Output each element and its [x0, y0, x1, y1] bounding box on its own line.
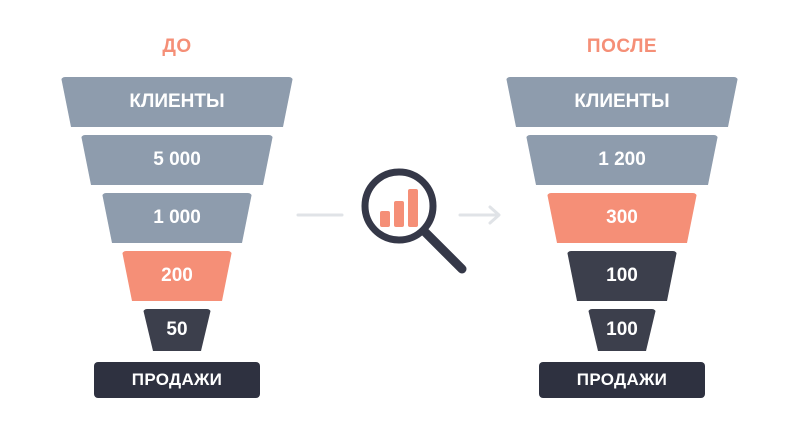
after-level-5: 100: [588, 309, 656, 351]
before-sales-bar: ПРОДАЖИ: [94, 362, 260, 398]
after-level-4: 100: [567, 251, 677, 301]
connector-line: [296, 213, 344, 217]
before-level-clients: КЛИЕНТЫ: [61, 77, 293, 127]
before-level-4: 200: [122, 251, 232, 301]
arrow-right-icon: [458, 205, 501, 225]
after-heading: ПОСЛЕ: [586, 36, 658, 57]
after-sales-bar: ПРОДАЖИ: [539, 362, 705, 398]
before-level-3: 1 000: [102, 193, 252, 243]
after-level-3: 300: [547, 193, 697, 243]
after-level-2: 1 200: [526, 135, 718, 185]
before-level-5: 50: [143, 309, 211, 351]
after-level-clients: КЛИЕНТЫ: [506, 77, 738, 127]
after-funnel: КЛИЕНТЫ 1 200 300 100 100 ПРОДАЖИ: [502, 77, 742, 398]
before-heading: ДО: [162, 36, 192, 57]
before-level-2: 5 000: [81, 135, 273, 185]
before-funnel: КЛИЕНТЫ 5 000 1 000 200 50 ПРОДАЖИ: [57, 77, 297, 398]
magnifier-chart-icon: [361, 168, 467, 274]
